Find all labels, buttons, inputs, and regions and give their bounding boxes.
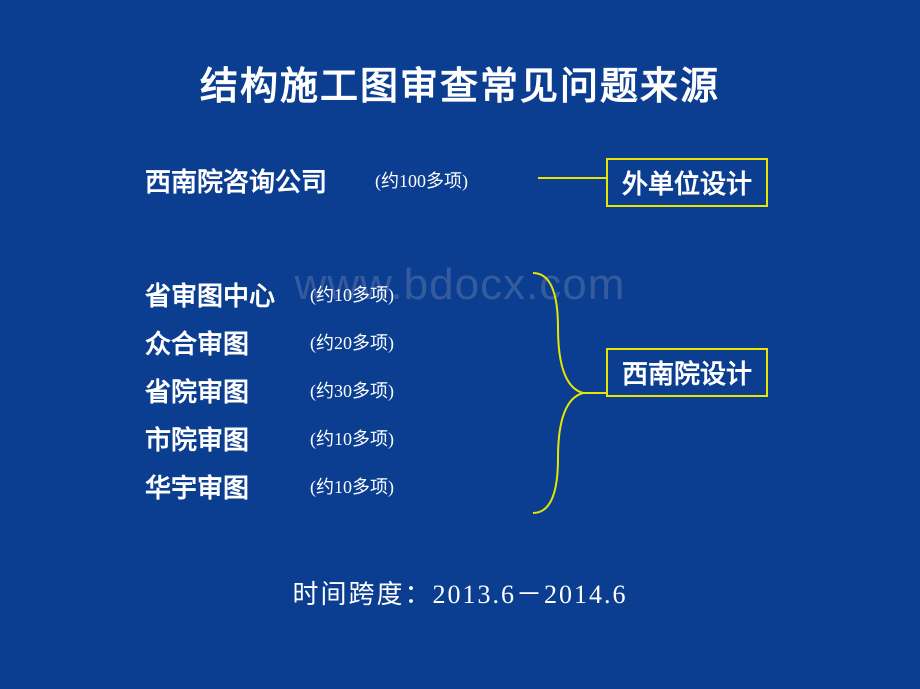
list-item: 华宇审图 (约10多项) [145, 462, 468, 510]
group-category-box: 西南院设计 [606, 348, 768, 397]
top-source-row: 西南院咨询公司 (约100多项) [145, 150, 468, 210]
org-label: 省院审图 [145, 372, 310, 409]
list-item: 众合审图 (约20多项) [145, 318, 468, 366]
content-area: 西南院咨询公司 (约100多项) 省审图中心 (约10多项) 众合审图 (约20… [145, 150, 468, 510]
org-count: (约30多项) [310, 377, 394, 403]
list-item: 市院审图 (约10多项) [145, 414, 468, 462]
org-count: (约20多项) [310, 329, 394, 355]
brace-icon [528, 268, 613, 518]
org-count: (约10多项) [310, 425, 394, 451]
org-label: 华宇审图 [145, 468, 310, 505]
org-count: (约10多项) [310, 281, 394, 307]
slide: 结构施工图审查常见问题来源 www.bdocx.com 西南院咨询公司 (约10… [0, 0, 920, 689]
org-label: 省审图中心 [145, 276, 310, 313]
footer-text: 时间跨度：2013.6－2014.6 [0, 574, 920, 611]
slide-title: 结构施工图审查常见问题来源 [0, 55, 920, 110]
org-count: (约10多项) [310, 473, 394, 499]
list-item: 省审图中心 (约10多项) [145, 270, 468, 318]
connector-line [538, 177, 606, 179]
org-label: 市院审图 [145, 420, 310, 457]
top-org-count: (约100多项) [375, 167, 468, 193]
top-org-label: 西南院咨询公司 [145, 162, 375, 199]
list-item: 省院审图 (约30多项) [145, 366, 468, 414]
org-label: 众合审图 [145, 324, 310, 361]
top-category-box: 外单位设计 [606, 158, 768, 207]
